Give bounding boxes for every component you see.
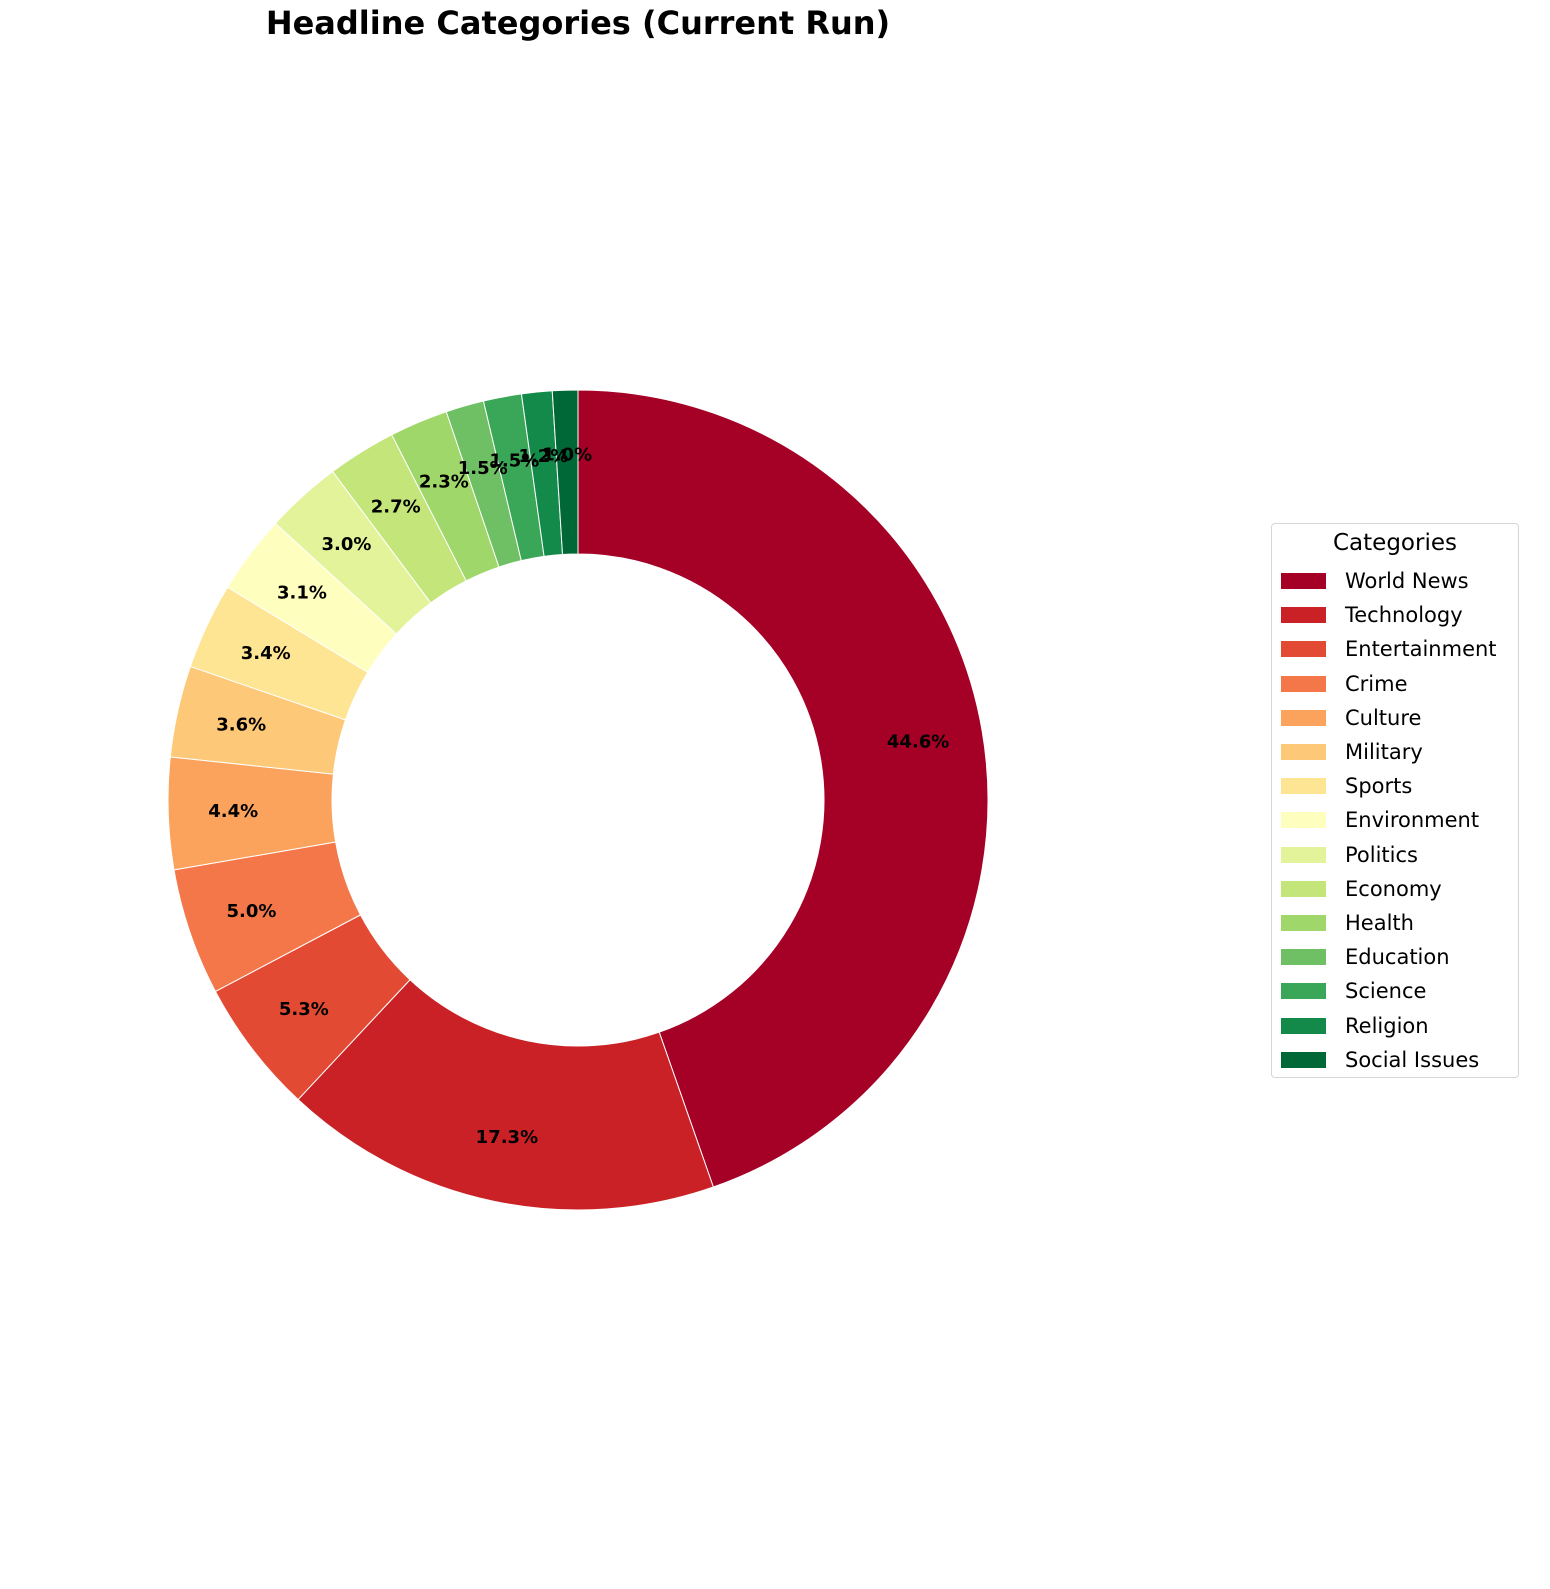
legend-label: World News [1345, 569, 1469, 593]
legend-label: Religion [1345, 1013, 1429, 1038]
slice-technology [297, 979, 715, 1211]
legend-title: Categories [1333, 530, 1457, 556]
slice-label-military: 3.6% [216, 715, 266, 736]
legend-swatch [1281, 573, 1326, 589]
legend-item-environment: Environment [1281, 807, 1516, 833]
legend-item-religion: Religion [1281, 1013, 1516, 1039]
legend-label: Culture [1345, 705, 1422, 730]
slice-label-entertainment: 5.3% [279, 999, 329, 1020]
legend-label: Social Issues [1345, 1047, 1480, 1072]
legend-swatch [1281, 1017, 1326, 1034]
slice-label-crime: 5.0% [227, 901, 277, 922]
slice-label-education: 1.5% [458, 458, 508, 479]
slice-label-world-news: 44.6% [887, 732, 949, 753]
legend-swatch [1281, 641, 1326, 658]
legend-label: Health [1345, 911, 1414, 935]
legend-swatch [1281, 675, 1326, 692]
legend-item-education: Education [1281, 944, 1516, 970]
donut-slices [167, 389, 989, 1211]
slice-label-economy: 2.7% [371, 497, 421, 518]
legend-label: Military [1345, 740, 1423, 764]
legend-label: Politics [1345, 842, 1418, 867]
legend-item-culture: Culture [1281, 705, 1516, 731]
legend-swatch [1281, 812, 1326, 829]
slice-label-science: 1.5% [489, 450, 539, 471]
legend-item-military: Military [1281, 739, 1516, 765]
slice-label-sports: 3.4% [241, 643, 291, 664]
legend-swatch [1281, 709, 1326, 726]
chart-title: Headline Categories (Current Run) [265, 4, 891, 42]
slice-label-technology: 17.3% [476, 1127, 538, 1148]
legend-item-health: Health [1281, 910, 1516, 936]
legend-swatch [1281, 1051, 1326, 1068]
legend-item-world-news: World News [1281, 568, 1516, 594]
slice-label-culture: 4.4% [208, 801, 258, 822]
legend-swatch [1281, 983, 1326, 1000]
slice-world-news [577, 389, 989, 1188]
legend-item-technology: Technology [1281, 602, 1516, 628]
slice-label-religion: 1.2% [518, 446, 568, 467]
legend: Categories World News Technology Entertain… [1271, 523, 1519, 1078]
legend-item-entertainment: Entertainment [1281, 636, 1516, 662]
legend-item-politics: Politics [1281, 842, 1516, 868]
slice-label-politics: 3.0% [321, 534, 371, 555]
legend-label: Crime [1345, 671, 1408, 696]
legend-swatch [1281, 607, 1326, 624]
legend-label: Environment [1345, 808, 1480, 833]
slice-social-issues [551, 389, 579, 556]
legend-item-economy: Economy [1281, 876, 1516, 902]
legend-item-crime: Crime [1281, 671, 1516, 697]
legend-swatch [1281, 744, 1326, 760]
slice-label-social-issues: 1.0% [542, 445, 592, 466]
legend-item-social-issues: Social Issues [1281, 1047, 1516, 1073]
legend-swatch [1281, 949, 1326, 966]
legend-label: Entertainment [1345, 637, 1497, 662]
legend-item-science: Science [1281, 978, 1516, 1004]
legend-swatch [1281, 915, 1326, 931]
slice-label-health: 2.3% [419, 472, 469, 493]
slice-label-environment: 3.1% [277, 583, 327, 604]
legend-label: Science [1345, 979, 1427, 1004]
legend-label: Sports [1345, 774, 1413, 799]
legend-label: Education [1345, 945, 1450, 970]
slice-labels: 44.6%17.3%5.3%5.0%4.4%3.6%3.4%3.1%3.0%2.… [208, 445, 949, 1148]
legend-swatch [1281, 778, 1326, 795]
legend-swatch [1281, 880, 1326, 897]
legend-swatch [1281, 846, 1326, 863]
legend-item-sports: Sports [1281, 773, 1516, 799]
legend-label: Technology [1345, 603, 1463, 628]
legend-label: Economy [1345, 876, 1442, 901]
